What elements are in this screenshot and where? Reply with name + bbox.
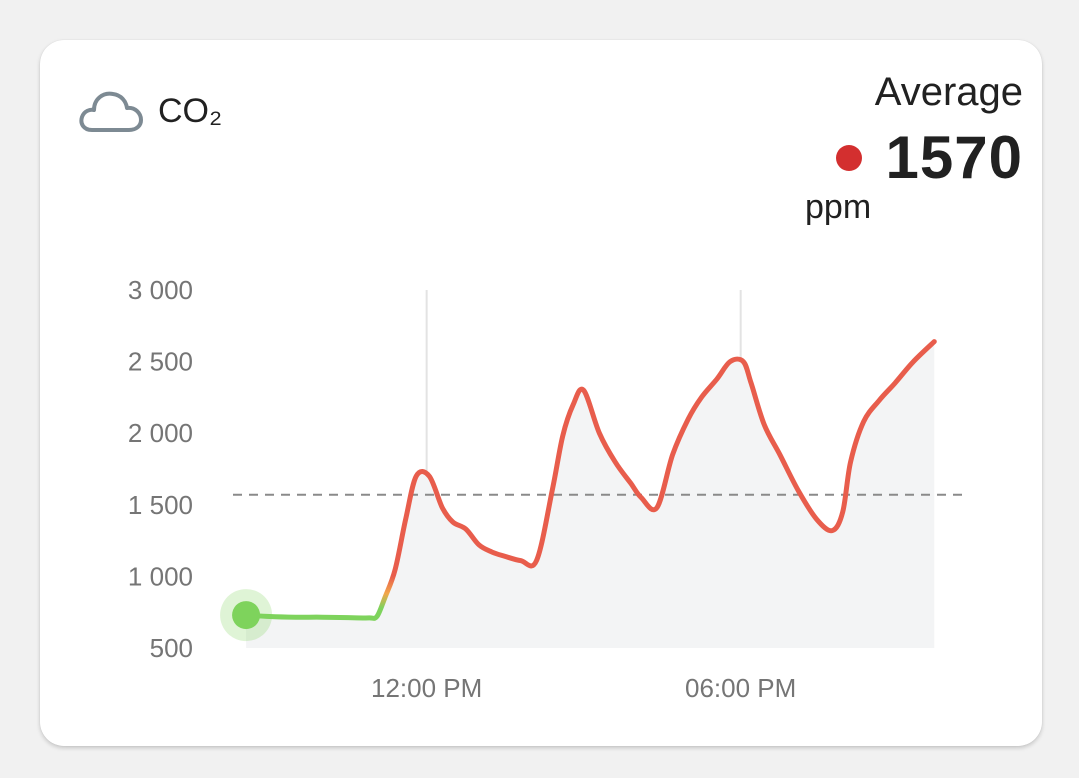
series-layer xyxy=(243,339,937,621)
average-unit: ppm xyxy=(805,188,872,226)
series-line[interactable] xyxy=(243,339,937,621)
y-tick-label: 500 xyxy=(150,633,193,663)
average-value-row: 1570 xyxy=(835,124,1023,191)
start-marker[interactable] xyxy=(232,601,261,630)
y-tick-label: 1 000 xyxy=(128,561,193,591)
y-tick-label: 2 000 xyxy=(128,418,193,448)
card-title: CO₂ xyxy=(158,92,223,130)
y-tick-label: 3 000 xyxy=(128,275,193,305)
y-tick-label: 2 500 xyxy=(128,347,193,377)
card-header: CO₂ xyxy=(78,86,222,136)
cloud-icon xyxy=(79,91,143,132)
status-dot xyxy=(835,145,862,171)
tick-label-layer: 12:00 PM 06:00 PM 3 000 2 500 2 000 1 500 1 00… xyxy=(128,275,796,703)
x-tick-label: 06:00 PM xyxy=(685,673,796,703)
y-tick-label: 1 500 xyxy=(128,490,193,520)
marker-layer xyxy=(220,589,273,642)
average-label: Average xyxy=(874,70,1023,114)
average-value: 1570 xyxy=(885,124,1023,191)
x-tick-label: 12:00 PM xyxy=(371,673,482,703)
